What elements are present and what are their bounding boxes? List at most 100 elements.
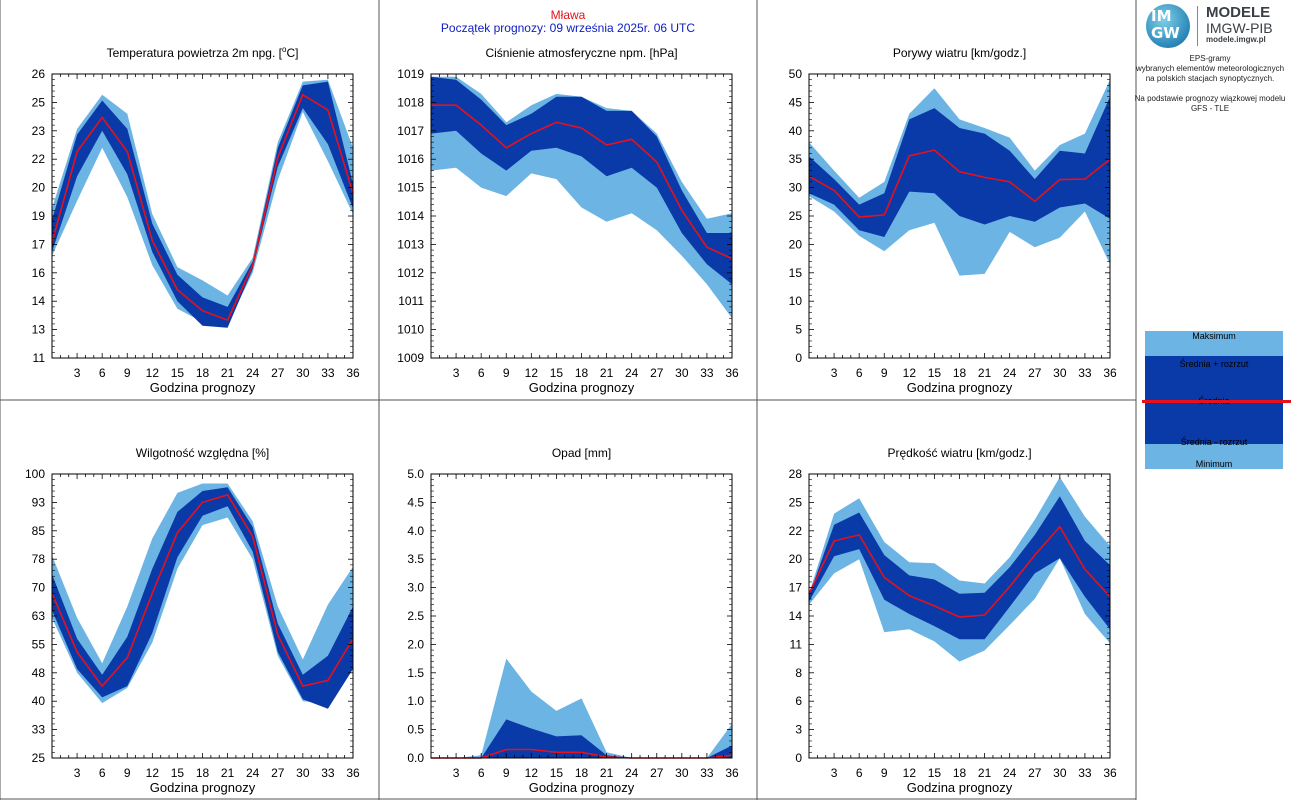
logo-url[interactable]: modele.imgw.pl bbox=[1206, 35, 1266, 44]
legend-mean-plus-label: Średnia + rozrzut bbox=[1179, 359, 1249, 369]
y-tick-label: 23 bbox=[32, 124, 46, 138]
x-tick-label: 18 bbox=[575, 766, 589, 780]
legend-mean-line bbox=[1142, 400, 1291, 403]
y-tick-label: 11 bbox=[790, 637, 803, 651]
chart-panel-2: Ciśnienie atmosferyczne npm. [hPa] 1009 10… bbox=[397, 46, 739, 395]
logo-title: MODELE bbox=[1206, 4, 1271, 21]
mean-line bbox=[808, 525, 1111, 618]
x-tick-label: 36 bbox=[1103, 366, 1117, 380]
chart-title: Wilgotność względna [%] bbox=[136, 446, 269, 460]
chart-title-text: Temperatura powietrza 2m npg. [ bbox=[107, 46, 283, 60]
chart-panel-1: Temperatura powietrza 2m npg. [oC] 11 13 14… bbox=[32, 45, 360, 395]
y-tick-label: 45 bbox=[789, 95, 803, 109]
x-axis-label: Godzina prognozy bbox=[529, 780, 635, 795]
x-tick-label: 21 bbox=[978, 766, 992, 780]
x-tick-label: 30 bbox=[296, 766, 310, 780]
y-tick-label: 63 bbox=[32, 609, 46, 623]
chart-title-text: Ciśnienie atmosferyczne npm. [hPa] bbox=[485, 46, 677, 60]
y-tick-label: 25 bbox=[789, 495, 803, 509]
x-tick-label: 33 bbox=[321, 366, 335, 380]
x-tick-label: 6 bbox=[856, 766, 863, 780]
x-tick-label: 15 bbox=[550, 366, 564, 380]
description-line: EPS-gramy bbox=[1189, 54, 1231, 63]
y-tick-label: 4.5 bbox=[407, 495, 424, 509]
mean-line bbox=[431, 104, 733, 260]
chart-panel-3: Porywy wiatru [km/godz.] 0 5 10 15 20 25 30 35 40… bbox=[789, 46, 1117, 395]
x-tick-label: 21 bbox=[600, 766, 614, 780]
x-tick-label: 6 bbox=[478, 366, 485, 380]
y-tick-label: 3.0 bbox=[407, 581, 424, 595]
chart-title-text: Porywy wiatru [km/godz.] bbox=[893, 46, 1026, 60]
description-line: GFS - TLE bbox=[1190, 104, 1230, 113]
y-tick-label: 6 bbox=[795, 694, 802, 708]
y-tick-label: 28 bbox=[789, 467, 803, 481]
y-tick-label: 1017 bbox=[397, 124, 424, 138]
y-tick-label: 0.5 bbox=[407, 723, 424, 737]
x-axis-label: Godzina prognozy bbox=[907, 380, 1013, 395]
y-tick-label: 10 bbox=[789, 294, 803, 308]
chart-title-text: Wilgotność względna [%] bbox=[136, 446, 269, 460]
y-tick-label: 1.5 bbox=[407, 666, 424, 680]
x-tick-label: 21 bbox=[221, 766, 235, 780]
y-tick-label: 13 bbox=[32, 323, 46, 337]
x-tick-label: 12 bbox=[903, 366, 917, 380]
x-tick-label: 27 bbox=[1028, 766, 1042, 780]
chart-title: Ciśnienie atmosferyczne npm. [hPa] bbox=[485, 46, 677, 60]
x-tick-label: 12 bbox=[525, 366, 539, 380]
x-tick-label: 27 bbox=[1028, 366, 1042, 380]
chart-title: Porywy wiatru [km/godz.] bbox=[893, 46, 1026, 60]
y-tick-label: 17 bbox=[789, 581, 803, 595]
x-tick-label: 3 bbox=[453, 766, 460, 780]
forecast-start: Początek prognozy: 09 września 2025r. 06… bbox=[440, 21, 696, 35]
chart-title-text: Prędkość wiatru [km/godz.] bbox=[887, 446, 1031, 460]
logo-mark-top: IM bbox=[1151, 7, 1172, 25]
description-line: Na podstawie prognozy wiązkowej modelu bbox=[1134, 94, 1286, 103]
y-tick-label: 85 bbox=[32, 524, 46, 538]
description-line: na polskich stacjach synoptycznych. bbox=[1145, 74, 1275, 83]
y-tick-label: 3 bbox=[795, 723, 802, 737]
x-tick-label: 18 bbox=[196, 366, 210, 380]
x-tick-label: 33 bbox=[321, 766, 335, 780]
x-tick-label: 15 bbox=[928, 766, 942, 780]
x-tick-label: 3 bbox=[831, 366, 838, 380]
spread-band bbox=[809, 496, 1110, 640]
y-tick-label: 1010 bbox=[397, 323, 424, 337]
mean-line bbox=[808, 149, 1111, 218]
panel-frame bbox=[0, 0, 1137, 800]
x-tick-label: 6 bbox=[99, 366, 106, 380]
chart-title-text: Opad [mm] bbox=[552, 446, 611, 460]
y-tick-label: 1012 bbox=[397, 266, 424, 280]
y-tick-label: 55 bbox=[32, 637, 46, 651]
x-tick-label: 24 bbox=[1003, 366, 1017, 380]
imgw-logo-mark bbox=[1146, 4, 1190, 48]
y-tick-label: 20 bbox=[789, 237, 803, 251]
x-tick-label: 24 bbox=[246, 366, 260, 380]
x-tick-label: 21 bbox=[600, 366, 614, 380]
x-tick-label: 18 bbox=[196, 766, 210, 780]
spread-band bbox=[52, 81, 353, 328]
x-tick-label: 3 bbox=[74, 366, 81, 380]
legend-mean-minus-label: Średnia - rozrzut bbox=[1180, 437, 1248, 447]
chart-title: Prędkość wiatru [km/godz.] bbox=[887, 446, 1031, 460]
legend-min-label: Minimum bbox=[1195, 459, 1233, 469]
mean-line bbox=[51, 93, 354, 322]
x-tick-label: 9 bbox=[503, 766, 510, 780]
x-tick-label: 30 bbox=[675, 766, 689, 780]
x-tick-label: 3 bbox=[74, 766, 81, 780]
x-tick-label: 3 bbox=[831, 766, 838, 780]
y-tick-label: 1014 bbox=[397, 209, 424, 223]
x-tick-label: 27 bbox=[271, 366, 285, 380]
y-tick-label: 1019 bbox=[397, 67, 424, 81]
x-tick-label: 9 bbox=[881, 766, 888, 780]
mean-line bbox=[51, 493, 354, 688]
legend-range-band-bottom bbox=[1145, 444, 1283, 469]
y-tick-label: 8 bbox=[795, 666, 802, 680]
y-tick-label: 2.5 bbox=[407, 609, 424, 623]
y-tick-label: 1015 bbox=[397, 181, 424, 195]
x-tick-label: 33 bbox=[1078, 766, 1092, 780]
y-tick-label: 40 bbox=[789, 124, 803, 138]
y-tick-label: 14 bbox=[789, 609, 803, 623]
x-tick-label: 9 bbox=[503, 366, 510, 380]
chart-panel-5: Opad [mm] 0.0 0.5 1.0 1.5 2.0 2.5 3.0 3.5 4.0 4.5 5… bbox=[407, 446, 739, 795]
